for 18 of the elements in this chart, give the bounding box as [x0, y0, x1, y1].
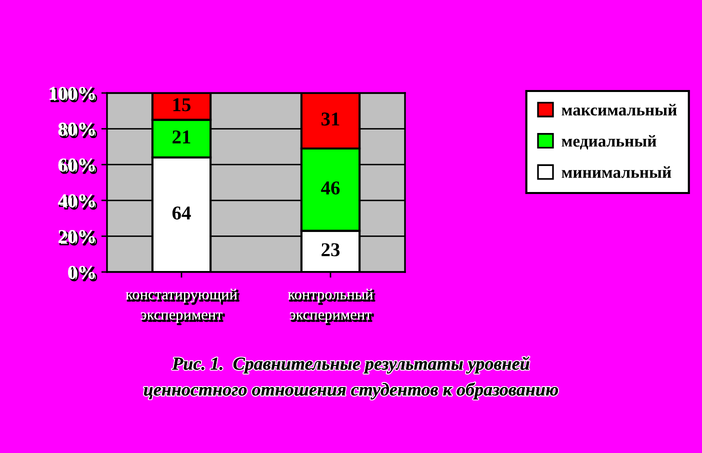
x-tick-label: констатирующий эксперимент: [126, 288, 239, 324]
data-label: 21: [172, 130, 190, 144]
text: Рис. 1. Сравнительные результаты уровней ценностного отношения студентов к образованию: [144, 356, 558, 400]
y-tick-label: 80%: [58, 122, 96, 138]
y-tick-label: 100%: [50, 86, 96, 102]
legend-label: медиальный: [562, 135, 656, 150]
legend-label: максимальный: [562, 104, 677, 116]
data-label: 15: [173, 98, 191, 112]
data-label: 46: [321, 181, 340, 195]
data-label: 64: [172, 206, 191, 220]
y-tick-label: 20%: [58, 230, 96, 245]
x-tick-label: контрольный эксперимент: [288, 288, 375, 324]
y-tick-label: 60%: [58, 158, 96, 174]
y-tick-label: 40%: [58, 194, 96, 210]
y-tick-label: 0%: [68, 266, 96, 281]
legend-label: минимальный: [562, 166, 672, 178]
data-label: 23: [322, 243, 340, 256]
data-label: 31: [322, 112, 340, 126]
